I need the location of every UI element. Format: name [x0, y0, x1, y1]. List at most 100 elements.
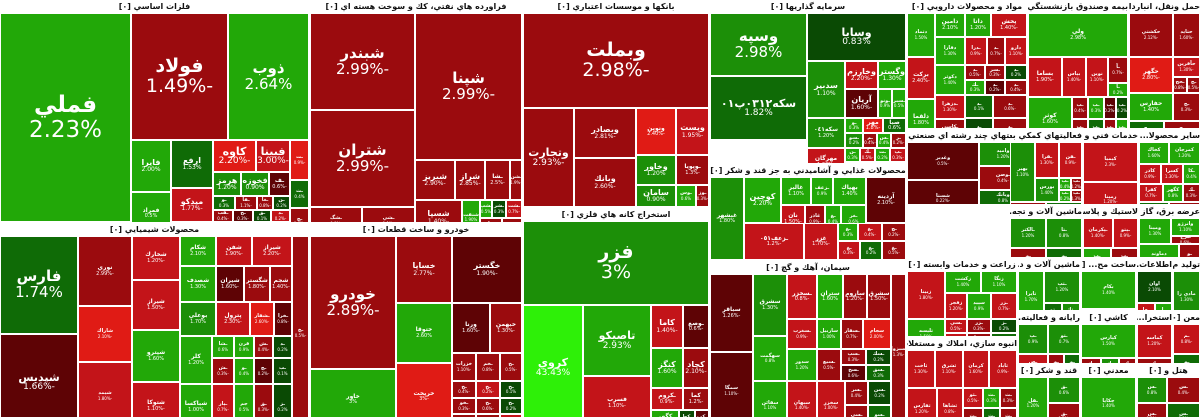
sector-group[interactable]: بانكها و موسسات اعتباري [٠] وبملت -2.98% وت…	[523, 0, 709, 207]
heatmap-tile[interactable]: ـكا 0.4%	[1183, 164, 1200, 184]
heatmap-tile[interactable]: چكاپا 1.40%	[1081, 377, 1136, 417]
heatmap-tile[interactable]: كنگز 1.60%	[651, 348, 683, 388]
sector-group[interactable]: فلزات اساسي [٠] فملي 2.23% فولاد -1.49% ذوب 2.…	[0, 0, 309, 222]
heatmap-tile[interactable]: ـخو -0.3%	[452, 398, 476, 414]
sector-group[interactable]: استخرا... [٠]كماسه-1.20%ـك-0.5%	[1137, 311, 1172, 363]
heatmap-tile[interactable]: فايرا 2.00%	[131, 140, 171, 192]
heatmap-tile[interactable]: بورس 1.40%	[1035, 178, 1059, 202]
heatmap-tile[interactable]: ـتو 0.7%	[1048, 324, 1080, 354]
heatmap-tile[interactable]: ـسبع -0.5%	[817, 349, 841, 381]
heatmap-tile[interactable]: شكام 2.10%	[180, 236, 216, 266]
heatmap-tile[interactable]: ـك0.2%	[1139, 202, 1169, 204]
heatmap-tile[interactable]: ـها-0.8%	[1137, 303, 1155, 310]
heatmap-tile[interactable]: آردينه -2.10%	[866, 177, 906, 223]
heatmap-tile[interactable]: شپديس -1.66%	[0, 334, 78, 417]
heatmap-tile[interactable]: ـف -0.6%	[269, 172, 290, 196]
heatmap-tile[interactable]: ـسخ -0.6%	[841, 365, 866, 381]
heatmap-tile[interactable]: مادي را 1.30%	[1173, 271, 1200, 310]
heatmap-tile[interactable]: ـم-0.3%	[1048, 354, 1064, 363]
sector-group[interactable]: خدمات فني و م... [٠]كيميا-2.3%رمپنا-1.20…	[1083, 129, 1138, 204]
heatmap-tile[interactable]: ـپ 0.9%	[1018, 324, 1048, 354]
heatmap-tile[interactable]: ـشي-1.1%	[362, 207, 415, 222]
heatmap-tile[interactable]: ـثو -0.5%	[963, 388, 983, 408]
heatmap-tile[interactable]: ـالكتر 1.20%	[1010, 218, 1046, 248]
heatmap-tile[interactable]: ـفرا -1.30%	[1035, 142, 1059, 178]
sector-group[interactable]: ساير محصولا... [٠]كخاك1.60%كمرجان1.20%كا…	[1139, 129, 1200, 204]
heatmap-tile[interactable]: ـت -0.9%	[290, 140, 309, 180]
heatmap-tile[interactable]: شتوكا -1.10%	[132, 382, 180, 417]
heatmap-tile[interactable]: ـسن 0.2%	[868, 381, 891, 405]
heatmap-tile[interactable]: ـزر -0.7%	[991, 293, 1017, 319]
heatmap-tile[interactable]: وپست -1.95%	[676, 108, 709, 155]
heatmap-tile[interactable]: ـپ0.4%	[1083, 248, 1111, 257]
heatmap-tile[interactable]: ثشرق -1.10%	[935, 350, 963, 388]
heatmap-tile[interactable]: كرمان -1.60%	[963, 350, 989, 388]
heatmap-tile[interactable]: ـسپ -0.3%	[841, 349, 866, 365]
sector-group[interactable]: انبوه سازي، املاك و مستغلات [٠]ثاخت-1.30…	[907, 337, 1017, 417]
heatmap-tile[interactable]: ـك-0.4%	[1081, 358, 1101, 363]
heatmap-tile[interactable]: كچاد -2.10%	[683, 348, 709, 388]
sector-group[interactable]: حمل ونقل، انبارداري و ار... [٠]حكشتي-2.1…	[1129, 0, 1200, 128]
sector-group[interactable]: محصولات شيميايي [٠] فارس 1.74% شپديس -1.66% ن…	[0, 223, 309, 417]
heatmap-tile[interactable]: ثاخت -1.30%	[907, 350, 935, 388]
heatmap-tile[interactable]: ـپتو -0.9%	[1113, 218, 1138, 248]
heatmap-tile[interactable]: وسپه 2.98%	[710, 13, 807, 76]
heatmap-tile[interactable]: ـبرج -0.6%	[1171, 236, 1200, 244]
heatmap-tile[interactable]: خگستر -1.90%	[452, 236, 522, 303]
heatmap-tile[interactable]: خودرو -2.89%	[310, 236, 396, 369]
heatmap-tile[interactable]: شپترو 1.60%	[132, 330, 180, 382]
heatmap-tile[interactable]: ـغ 0.2%	[860, 241, 882, 260]
heatmap-tile[interactable]: اوان 2.10%	[1137, 271, 1172, 303]
heatmap-tile[interactable]: ـب-0.3%	[1072, 119, 1088, 128]
heatmap-tile[interactable]: شپنا -2.99%	[415, 13, 522, 160]
heatmap-tile[interactable]: مهرگان-1.30%	[807, 148, 845, 163]
heatmap-tile[interactable]: وگستر 1.30%	[878, 61, 906, 89]
heatmap-tile[interactable]: ثفارس -1.20%	[907, 388, 937, 417]
heatmap-tile[interactable]: ـونو 0.9%	[878, 89, 892, 118]
heatmap-tile[interactable]: ـم -0.8%	[1173, 324, 1200, 354]
heatmap-tile[interactable]: خريخت -3%	[396, 363, 452, 417]
heatmap-tile[interactable]: شيراز -1.50%	[132, 280, 180, 330]
heatmap-tile[interactable]: ـوصع -0.6%	[683, 305, 709, 348]
heatmap-tile[interactable]: زفجر -1.20%	[945, 293, 967, 319]
heatmap-tile[interactable]: ـوپويا -1.3%	[676, 155, 709, 185]
heatmap-tile[interactable]: ـب-0.5%	[1104, 119, 1116, 128]
heatmap-tile[interactable]: دتماد 1.50%	[907, 13, 935, 57]
sector-group[interactable]: شركتهاي چند رشته اي صنعتي [٠]وغدير-0.5%ش…	[907, 129, 1027, 204]
heatmap-tile[interactable]: شباكسا 1.00%	[180, 384, 212, 417]
heatmap-tile[interactable]: ـق-0.3%	[1048, 403, 1080, 417]
heatmap-tile[interactable]: شگستر -1.80%	[244, 266, 270, 302]
heatmap-tile[interactable]: ـد-0.3%	[993, 118, 1027, 128]
heatmap-tile[interactable]: تاصيكو 2.93%	[583, 305, 651, 376]
heatmap-tile[interactable]: ـو 0.3%	[213, 196, 235, 210]
heatmap-tile[interactable]: ـغ -0.5%	[882, 241, 906, 260]
heatmap-tile[interactable]: بهير 1.10%	[1010, 142, 1035, 202]
heatmap-tile[interactable]: ـخ 0.2%	[500, 398, 522, 414]
heatmap-tile[interactable]: كمرجان 1.20%	[1169, 142, 1200, 164]
heatmap-tile[interactable]: كاما -1.40%	[651, 305, 683, 348]
heatmap-tile[interactable]: ـث 0.3%	[983, 388, 1000, 408]
sector-group[interactable]: هتل و [٠]ـس0.8%ـس-0.4%ـس-0.2%ـس0.3%	[1137, 364, 1200, 417]
heatmap-tile[interactable]: ـزر -0.3%	[967, 319, 991, 333]
heatmap-tile[interactable]: ـكط0.2%	[679, 410, 695, 417]
heatmap-tile[interactable]: ـو 0.4%	[234, 358, 254, 384]
heatmap-tile[interactable]: ـت 0.2%	[875, 148, 890, 162]
heatmap-tile[interactable]: ونوين -2.40%	[636, 108, 676, 155]
heatmap-tile[interactable]: ميدكو -1.77%	[171, 188, 213, 222]
heatmap-tile[interactable]: وانرژو 1.10%	[1171, 218, 1200, 236]
heatmap-tile[interactable]: ـسق 0.3%	[866, 365, 891, 381]
heatmap-tile[interactable]: ـپكرمان -1.40%	[1083, 218, 1113, 248]
heatmap-tile[interactable]: شيراز -2.20%	[252, 236, 292, 266]
heatmap-tile[interactable]: پترول -2.30%	[216, 302, 250, 336]
heatmap-tile[interactable]: ـژ0.2%	[890, 162, 906, 163]
sector-group[interactable]: سرمايه گذاريها [٠] وسپه 2.98% وسايا 0.83% سكه…	[710, 0, 906, 163]
heatmap-tile[interactable]: شصدف 1.30%	[180, 266, 216, 302]
heatmap-tile[interactable]: دماوند1.60%	[1139, 244, 1179, 257]
heatmap-tile[interactable]: كيميا -2.3%	[1083, 142, 1138, 182]
